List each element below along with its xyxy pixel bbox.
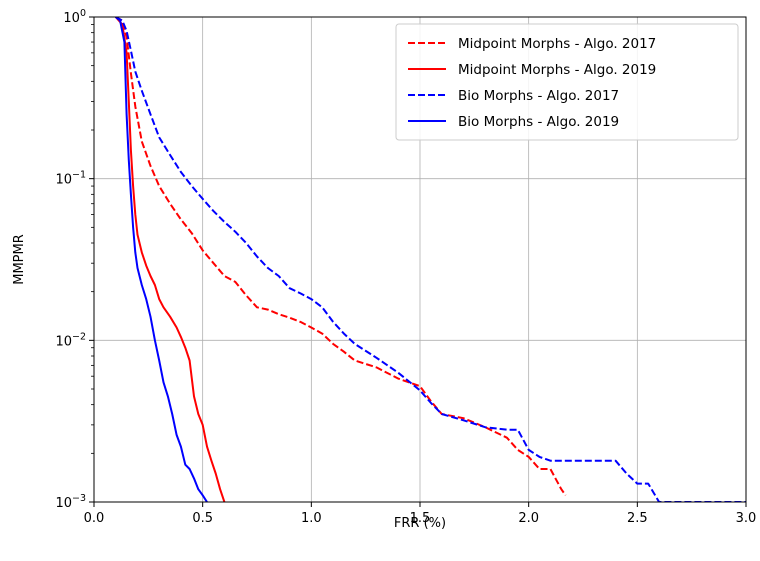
legend-box <box>395 23 739 141</box>
x-tick-label: 0.5 <box>192 511 213 526</box>
series-line-1 <box>115 17 567 496</box>
legend: Midpoint Morphs - Algo. 2017 Midpoint Mor… <box>395 23 739 141</box>
y-tick-label: 10−2 <box>55 331 86 349</box>
y-tick-label: 100 <box>63 8 86 26</box>
series-line-3 <box>115 17 746 502</box>
x-tick-label: 1.0 <box>301 511 322 526</box>
x-tick-label: 2.5 <box>627 511 648 526</box>
series-layer <box>114 17 746 502</box>
y-axis-label: MMPMR <box>12 234 27 285</box>
legend-label: Midpoint Morphs - Algo. 2019 <box>458 62 656 78</box>
y-tick-label: 10−1 <box>55 170 86 188</box>
x-tick-label: 3.0 <box>736 511 757 526</box>
ticks: 0.0 0.5 1.0 1.5 2.0 2.5 3.0 100 10−1 10−2 10−3 <box>55 8 756 526</box>
y-tick-label: 10−3 <box>55 493 86 511</box>
x-axis-label: FRR (%) <box>394 516 446 531</box>
legend-label: Bio Morphs - Algo. 2017 <box>458 88 619 104</box>
series-line-2 <box>114 17 226 502</box>
x-tick-label: 2.0 <box>518 511 539 526</box>
x-tick-label: 1.5 <box>410 511 431 526</box>
x-tick-label: 0.0 <box>84 511 105 526</box>
series-line-4 <box>115 17 208 502</box>
legend-label: Bio Morphs - Algo. 2019 <box>458 114 619 130</box>
legend-label: Midpoint Morphs - Algo. 2017 <box>458 36 656 52</box>
